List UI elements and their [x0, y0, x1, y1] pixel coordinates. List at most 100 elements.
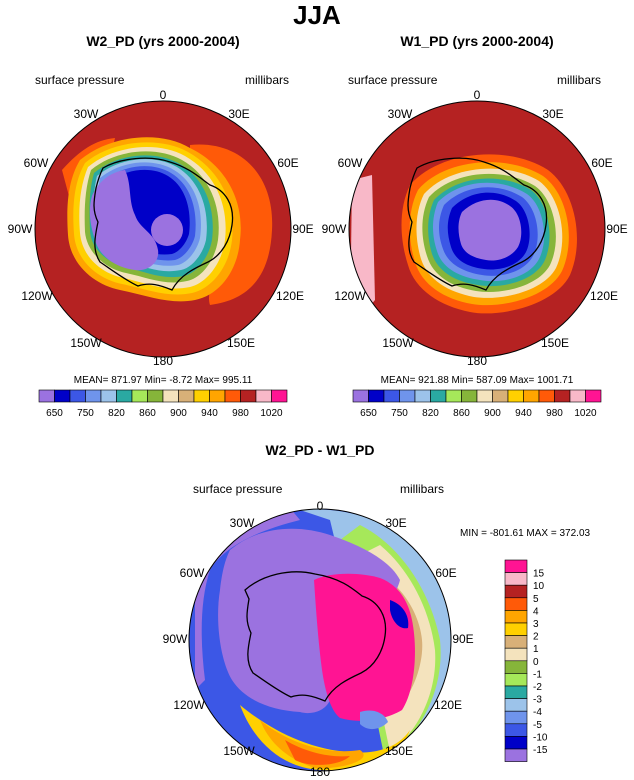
- lon-label: 60W: [24, 156, 49, 170]
- colorbar-swatch: [504, 622, 528, 636]
- colorbar-label: 980: [546, 408, 563, 419]
- lon-label: 90E: [292, 222, 313, 236]
- colorbar-label: 650: [46, 408, 63, 419]
- variable-label: surface pressure: [193, 482, 283, 496]
- colorbar-label: -3: [533, 695, 542, 706]
- colorbar-swatch: [569, 389, 586, 403]
- fill-1020: [350, 175, 375, 330]
- lon-label: 60W: [180, 566, 205, 580]
- colorbar-swatch: [38, 389, 55, 403]
- lon-label: 180: [310, 765, 330, 779]
- main-title: JJA: [293, 0, 341, 30]
- fill-minus5: [360, 710, 388, 730]
- lon-label: 60E: [277, 156, 298, 170]
- colorbar-swatch: [585, 389, 602, 403]
- colorbar-swatch: [383, 389, 400, 403]
- colorbar-swatch: [523, 389, 540, 403]
- colorbar-swatch: [507, 389, 524, 403]
- colorbar-swatch: [504, 660, 528, 674]
- colorbar-swatch: [54, 389, 71, 403]
- colorbar-swatch: [445, 389, 462, 403]
- colorbar-label: 3: [533, 619, 539, 630]
- lon-label: 30E: [228, 107, 249, 121]
- lon-label: 0: [160, 88, 167, 102]
- colorbar-swatch: [352, 389, 369, 403]
- colorbar-label: -10: [533, 732, 548, 743]
- units-label: millibars: [557, 73, 601, 87]
- colorbar-swatch: [193, 389, 210, 403]
- colorbar-label: 860: [139, 408, 156, 419]
- colorbar-swatch: [504, 710, 528, 725]
- colorbar-swatch: [504, 736, 528, 750]
- colorbar-swatch: [504, 748, 528, 762]
- contour-field: [349, 101, 605, 357]
- lon-label: 150E: [385, 744, 413, 758]
- coastline: [93, 157, 234, 291]
- map-boundary: [348, 100, 606, 358]
- lon-label: 150W: [223, 744, 255, 758]
- colorbar-label: 900: [170, 408, 187, 419]
- lon-label: 150E: [227, 336, 255, 350]
- lon-label: 60W: [338, 156, 363, 170]
- units-label: millibars: [400, 482, 444, 496]
- colorbar-swatch: [504, 723, 528, 737]
- lon-label: 150W: [70, 336, 102, 350]
- colorbar-label: 980: [232, 408, 249, 419]
- contour-field: [35, 101, 291, 357]
- panel-difference: W2_PD - W1_PD surface pressure millibars…: [163, 442, 591, 779]
- colorbar-label: 900: [484, 408, 501, 419]
- colorbar-swatch: [116, 389, 133, 403]
- colorbar-label: 2: [533, 632, 539, 643]
- lon-label: 30E: [542, 107, 563, 121]
- colorbar-swatch: [554, 389, 571, 403]
- lon-label: 120E: [276, 289, 304, 303]
- colorbar-swatch: [271, 389, 288, 403]
- colorbar-swatch: [430, 389, 447, 403]
- colorbar-swatch: [504, 572, 528, 586]
- lon-label: 150W: [382, 336, 414, 350]
- fill-15: [314, 573, 415, 721]
- lon-label: 150E: [541, 336, 569, 350]
- fill-650: [151, 214, 183, 246]
- colorbar-swatch: [178, 389, 195, 403]
- fill-980: [190, 144, 273, 305]
- lon-label: 120E: [590, 289, 618, 303]
- colorbar-swatch: [504, 597, 528, 611]
- colorbar-swatch: [69, 389, 86, 403]
- lon-label: 30W: [388, 107, 413, 121]
- colorbar-label: 940: [515, 408, 532, 419]
- colorbar-swatch: [368, 389, 385, 403]
- colorbar-label: 15: [533, 569, 545, 580]
- colorbar-swatch: [85, 389, 102, 403]
- lon-label: 90E: [606, 222, 627, 236]
- colorbar-swatch: [492, 389, 509, 403]
- fill-5: [285, 740, 350, 765]
- lon-label: 120E: [434, 698, 462, 712]
- map-boundary: [188, 508, 452, 772]
- colorbar-swatch: [224, 389, 241, 403]
- colorbar-swatch: [504, 610, 528, 624]
- colorbar-label: -4: [533, 707, 542, 718]
- variable-label: surface pressure: [35, 73, 125, 87]
- colorbar-swatch: [461, 389, 478, 403]
- colorbar-label: 650: [360, 408, 377, 419]
- colorbar-swatch: [504, 698, 528, 712]
- fill-650: [458, 199, 522, 261]
- colorbar-swatch: [538, 389, 555, 403]
- map-boundary: [34, 100, 292, 358]
- colorbar-swatch: [255, 389, 272, 403]
- panel-w2pd: W2_PD (yrs 2000-2004) surface pressure m…: [8, 33, 314, 419]
- colorbar-swatch: [147, 389, 164, 403]
- colorbar-swatch: [131, 389, 148, 403]
- colorbar-label: 1020: [260, 408, 283, 419]
- stats-label: MEAN= 921.88 Min= 587.09 Max= 1001.71: [381, 375, 574, 386]
- lon-label: 90W: [8, 222, 33, 236]
- stats-label: MEAN= 871.97 Min= -8.72 Max= 995.11: [74, 375, 253, 386]
- variable-label: surface pressure: [348, 73, 438, 87]
- panel-w1pd: W1_PD (yrs 2000-2004) surface pressure m…: [322, 33, 628, 419]
- colorbar-label: 940: [201, 408, 218, 419]
- lon-label: 30W: [74, 107, 99, 121]
- colorbar-label: 0: [533, 657, 539, 668]
